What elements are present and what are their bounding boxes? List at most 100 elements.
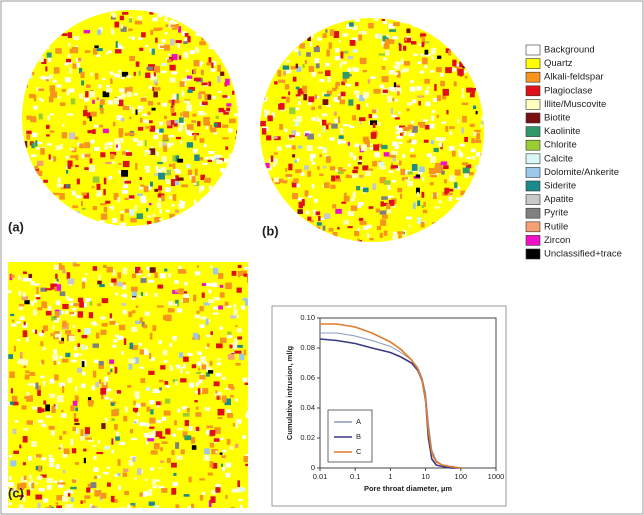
mineral-grain (352, 115, 356, 120)
mineral-grain (145, 140, 147, 146)
pore (105, 397, 109, 400)
pore (242, 435, 246, 439)
mineral-grain (85, 91, 88, 97)
pore (179, 206, 184, 209)
mineral-grain (381, 196, 388, 200)
mineral-grain (148, 371, 154, 375)
mineral-grain (200, 306, 204, 311)
pore (374, 18, 379, 20)
pore (50, 379, 55, 384)
pore (321, 218, 325, 220)
mineral-grain (99, 379, 101, 384)
mineral-grain (31, 479, 34, 482)
mineral-grain (147, 407, 151, 412)
mineral-grain (60, 102, 66, 106)
mineral-grain (373, 144, 379, 150)
pore (123, 310, 127, 314)
mineral-grain (368, 23, 374, 28)
pore (174, 280, 179, 283)
pore (140, 367, 144, 369)
mineral-grain (186, 371, 189, 374)
mineral-grain (407, 102, 412, 106)
pore (137, 413, 139, 416)
mineral-grain (402, 132, 404, 135)
mineral-grain (23, 330, 28, 337)
mineral-grain (159, 387, 162, 390)
mineral-grain (285, 168, 287, 172)
mineral-grain (349, 22, 354, 26)
mineral-grain (12, 320, 14, 323)
pore (28, 456, 32, 460)
mineral-grain (154, 443, 160, 449)
pore (41, 424, 45, 427)
mineral-grain (117, 197, 120, 203)
mineral-grain (137, 16, 142, 20)
mineral-grain (277, 146, 282, 151)
mineral-grain (317, 166, 319, 170)
mineral-grain (340, 51, 343, 58)
mineral-grain (77, 179, 80, 185)
pore (162, 103, 166, 106)
mineral-grain (204, 455, 210, 461)
mineral-grain (176, 456, 182, 460)
mineral-grain (132, 274, 136, 279)
mineral-grain (203, 117, 209, 122)
x-tick-label: 10 (421, 472, 429, 481)
mineral-grain (62, 359, 69, 363)
pore (17, 339, 20, 341)
mineral-grain (448, 50, 451, 55)
mineral-grain (323, 147, 326, 150)
mineral-grain (221, 455, 225, 458)
mineral-grain (430, 175, 437, 178)
pore (298, 101, 300, 105)
mineral-grain (101, 423, 105, 429)
mineral-grain (443, 165, 449, 169)
pore (227, 335, 233, 338)
mineral-grain (236, 421, 239, 428)
mineral-grain (473, 106, 476, 109)
mineral-grain (197, 265, 199, 267)
mineral-grain (298, 146, 302, 149)
pore (197, 351, 201, 355)
mineral-grain (382, 76, 389, 82)
mineral-grain (199, 189, 201, 194)
mineral-grain (132, 291, 137, 296)
pore (168, 273, 170, 277)
mineral-grain (431, 48, 437, 55)
pore (354, 144, 359, 148)
mineral-grain (476, 111, 478, 114)
mineral-grain (148, 489, 152, 496)
mineral-grain (41, 360, 44, 365)
mineral-grain (200, 113, 206, 116)
mineral-grain (318, 106, 321, 109)
pore (19, 505, 23, 509)
pore (111, 450, 113, 453)
mineral-grain (399, 44, 402, 51)
mineral-grain (37, 390, 41, 396)
legend-swatch (526, 195, 540, 205)
mineral-grain (55, 502, 58, 504)
pore (134, 93, 138, 96)
mineral-grain (183, 270, 187, 274)
mineral-grain (59, 193, 65, 200)
mineral-grain (316, 63, 320, 68)
mineral-grain (315, 95, 318, 100)
mineral-grain (237, 480, 240, 487)
mineral-grain (406, 109, 409, 112)
mineral-grain (216, 343, 223, 348)
mineral-grain (97, 281, 102, 285)
pore (236, 315, 238, 317)
mineral-grain (179, 117, 184, 123)
mineral-grain (214, 438, 220, 442)
mineral-grain (97, 48, 103, 51)
pore (11, 324, 17, 327)
mineral-grain (42, 347, 46, 350)
legend-label: Background (544, 45, 595, 56)
mineral-grain (181, 184, 188, 187)
mineral-grain (45, 288, 52, 290)
mineral-grain (35, 330, 37, 334)
pore (61, 413, 66, 418)
pore (148, 280, 154, 283)
mineral-grain (323, 226, 326, 231)
pore (33, 106, 37, 110)
